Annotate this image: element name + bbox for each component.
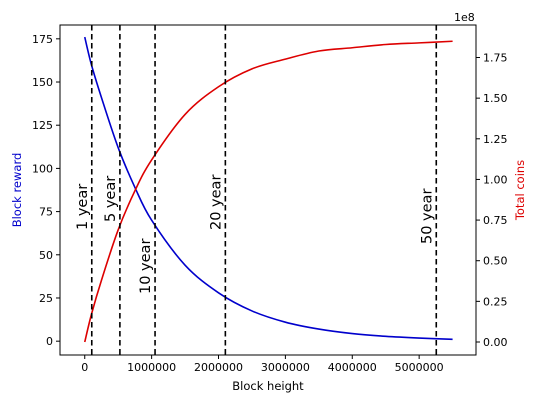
series-group <box>83 36 453 343</box>
year-marker-label: 1 year <box>75 184 91 230</box>
y-left-tick-label: 150 <box>32 76 53 89</box>
x-axis: 0 1000000 2000000 3000000 4000000 5000000 <box>81 355 444 374</box>
y-left-tick-label: 50 <box>39 249 53 262</box>
x-tick-label: 0 <box>81 361 88 374</box>
y-axis-right-label: Total coins <box>513 160 527 221</box>
y-right-tick-label: 1.50 <box>483 92 508 105</box>
year-marker-label: 10 year <box>138 239 154 294</box>
y-right-tick-label: 1.25 <box>483 133 508 146</box>
year-marker-label: 20 year <box>208 175 224 230</box>
y-right-tick-label: 0.75 <box>483 214 508 227</box>
x-tick-label: 1000000 <box>127 361 176 374</box>
year-marker-label: 50 year <box>419 189 435 244</box>
x-tick-label: 2000000 <box>194 361 243 374</box>
y-left-tick-label: 125 <box>32 119 53 132</box>
y-right-tick-label: 0.00 <box>483 336 508 349</box>
y-axis-right-multiplier: 1e8 <box>454 11 475 24</box>
y-right-tick-label: 1.75 <box>483 52 508 65</box>
y-right-tick-label: 1.00 <box>483 173 508 186</box>
y-axis-left-label: Block reward <box>10 153 24 228</box>
y-right-tick-label: 0.50 <box>483 255 508 268</box>
y-left-tick-label: 25 <box>39 292 53 305</box>
y-left-tick-label: 0 <box>46 335 53 348</box>
y-left-tick-label: 100 <box>32 162 53 175</box>
x-tick-label: 3000000 <box>261 361 310 374</box>
year-marker-label: 5 year <box>103 176 119 222</box>
plot-frame <box>59 24 477 356</box>
vertical-markers: 1 year 5 year 10 year 20 year 50 year <box>75 25 438 355</box>
block-reward-line <box>83 36 453 341</box>
x-axis-label: Block height <box>232 379 304 393</box>
y-axis-left: 0 25 50 75 100 125 150 175 <box>32 33 60 348</box>
plot-area: 1 year 5 year 10 year 20 year 50 year <box>59 24 477 356</box>
x-tick-label: 5000000 <box>395 361 444 374</box>
x-tick-label: 4000000 <box>328 361 377 374</box>
y-right-tick-label: 0.25 <box>483 295 508 308</box>
y-axis-right: 0.00 0.25 0.50 0.75 1.00 1.25 1.50 1.75 <box>476 52 508 349</box>
y-left-tick-label: 175 <box>32 33 53 46</box>
total-coins-line <box>83 40 453 343</box>
y-left-tick-label: 75 <box>39 206 53 219</box>
